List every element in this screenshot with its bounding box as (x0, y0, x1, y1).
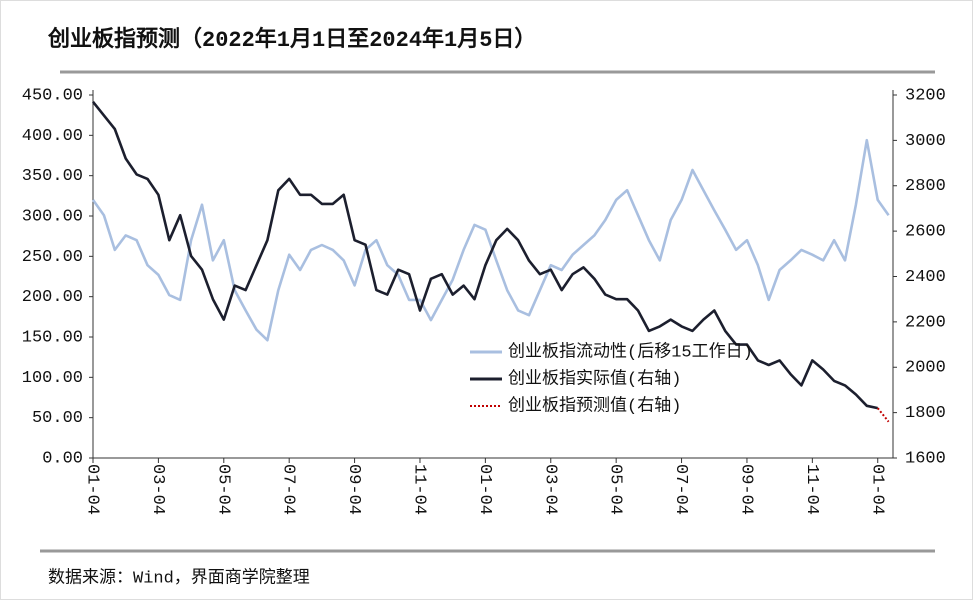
y-tick-label: 100.00 (22, 369, 83, 388)
series-line (91, 100, 878, 410)
x-tick-label: 09-04 (736, 464, 755, 515)
x-tick-label: 03-04 (148, 464, 167, 515)
x-tick-label: 01-04 (867, 464, 886, 515)
y2-tick-label: 3000 (905, 132, 946, 151)
y-tick-label: 250.00 (22, 248, 83, 267)
y2-tick-label: 2800 (905, 177, 946, 196)
x-tick-label: 07-04 (671, 464, 690, 515)
y2-tick-label: 1600 (905, 449, 946, 468)
y2-tick-label: 2600 (905, 223, 946, 242)
y-tick-label: 0.00 (42, 449, 83, 468)
legend-label: 创业板指实际值(右轴) (508, 368, 681, 389)
x-tick-label: 07-04 (279, 464, 298, 515)
y2-tick-label: 3200 (905, 86, 946, 105)
series-line (876, 407, 890, 423)
y2-tick-label: 2000 (905, 359, 946, 378)
x-tick-label: 03-04 (540, 464, 559, 515)
x-tick-label: 09-04 (344, 464, 363, 515)
chart-title: 创业板指预测（2022年1月1日至2024年1月5日） (47, 26, 536, 53)
x-tick-label: 11-04 (409, 464, 428, 515)
legend-label: 创业板指流动性(后移15工作日) (508, 341, 753, 362)
y-tick-label: 300.00 (22, 207, 83, 226)
y-tick-label: 450.00 (22, 86, 83, 105)
y-tick-label: 150.00 (22, 328, 83, 347)
x-tick-label: 01-04 (475, 464, 494, 515)
x-tick-label: 11-04 (802, 464, 821, 515)
y-tick-label: 50.00 (32, 409, 83, 428)
x-tick-label: 01-04 (83, 464, 102, 515)
y2-tick-label: 2200 (905, 313, 946, 332)
x-tick-label: 05-04 (606, 464, 625, 515)
source-note: 数据来源：Wind，界面商学院整理 (48, 567, 310, 588)
x-tick-label: 05-04 (213, 464, 232, 515)
y-tick-label: 400.00 (22, 127, 83, 146)
y2-tick-label: 2400 (905, 268, 946, 287)
y-tick-label: 200.00 (22, 288, 83, 307)
y2-tick-label: 1800 (905, 404, 946, 423)
legend-label: 创业板指预测值(右轴) (508, 395, 681, 416)
y-tick-label: 350.00 (22, 167, 83, 186)
series-line (91, 138, 890, 342)
